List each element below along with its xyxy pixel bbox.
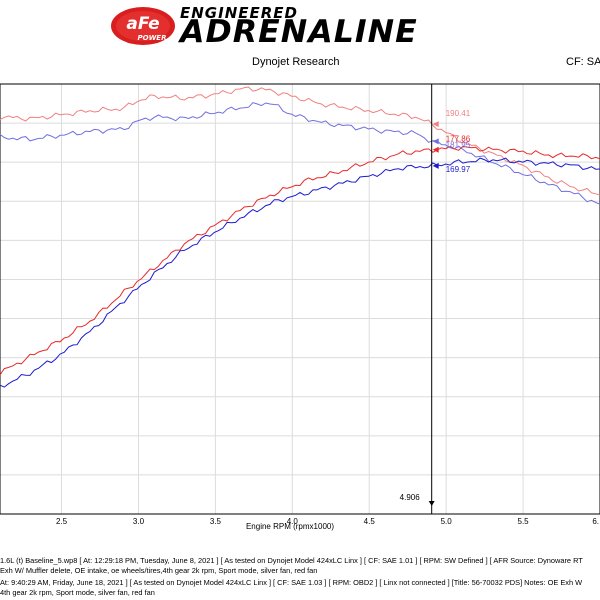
data-label-torque-baseline: 169.97: [446, 165, 471, 174]
x-axis-label: Engine RPM (rpmx1000): [246, 522, 334, 531]
logo-sub: POWER: [138, 34, 167, 42]
footer-line-4: 4th gear 2k rpm, Sport mode, silver fan,…: [0, 588, 155, 597]
logo-text: aFe: [126, 14, 159, 34]
data-label-marker-power-aftermarket: [432, 121, 439, 128]
x-tick-label-7: 6.: [592, 517, 599, 526]
footer-line-1: 1.6L (t) Baseline_5.wp8 [ At: 12:29:18 P…: [0, 556, 583, 565]
rpm-cursor-value: 4.906: [400, 493, 421, 502]
grid: [0, 84, 600, 514]
x-tick-label-3: 4.0: [287, 517, 299, 526]
plot-frame: [0, 83, 600, 515]
data-label-marker-torque-baseline: [432, 162, 439, 169]
cf-label: CF: SA: [566, 56, 600, 68]
chart-subtitle: Dynojet Research: [252, 56, 340, 68]
x-tick-label-5: 5.0: [441, 517, 453, 526]
series-line-power-aftermarket: [0, 86, 600, 196]
data-label-power-baseline: 181.95: [446, 140, 471, 149]
data-label-marker-torque-aftermarket: [432, 146, 439, 153]
x-tick-label-6: 5.5: [518, 517, 530, 526]
series-line-torque-aftermarket: [0, 145, 600, 376]
x-tick-label-1: 3.0: [133, 517, 145, 526]
x-tick-label-2: 3.5: [210, 517, 222, 526]
data-label-marker-power-baseline: [432, 138, 439, 145]
data-label-torque-aftermarket: 177.86: [446, 135, 471, 144]
afe-power-logo: aFe POWER: [111, 7, 175, 45]
brand-main: ADRENALINE: [180, 14, 418, 50]
series-line-power-baseline: [0, 102, 600, 205]
rpm-cursor-marker: [428, 501, 435, 506]
header: aFe POWER ENGINEERED ADRENALINE Dynojet …: [0, 0, 600, 82]
series-layer: [0, 86, 600, 388]
x-tick-label-4: 4.5: [364, 517, 376, 526]
series-line-torque-baseline: [0, 157, 600, 388]
x-tick-label-0: 2.5: [56, 517, 68, 526]
brand-top: ENGINEERED: [180, 4, 298, 22]
footer-line-3: At: 9:40:29 AM, Friday, June 18, 2021 ] …: [0, 578, 583, 587]
footer-line-2: Exh W/ Muffler delete, OE intake, oe whe…: [0, 566, 318, 575]
data-label-power-aftermarket: 190.41: [446, 109, 471, 118]
x-tick-labels: 2.5 3.0 3.5 4.0 4.5 5.0 5.5 6.: [56, 517, 599, 526]
